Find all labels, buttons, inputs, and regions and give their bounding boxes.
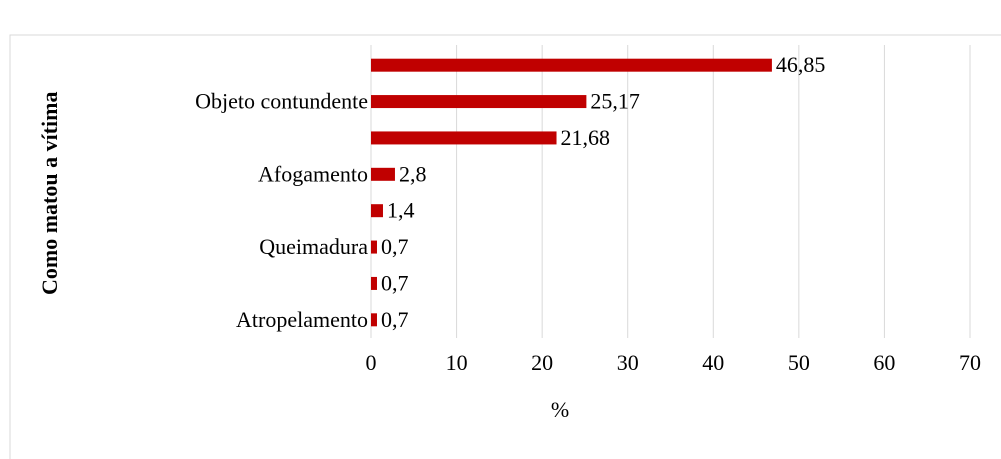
data-label: 21,68: [561, 125, 611, 150]
data-label: 25,17: [590, 89, 640, 114]
x-tick-label: 0: [366, 350, 377, 375]
bar: [371, 204, 383, 218]
x-axis-label: %: [551, 397, 569, 422]
y-tick-label: Atropelamento: [236, 307, 368, 332]
data-label: 0,7: [381, 307, 409, 332]
x-tick-label: 60: [873, 350, 895, 375]
x-tick-label: 30: [617, 350, 639, 375]
x-tick-label: 50: [788, 350, 810, 375]
data-label: 1,4: [387, 198, 415, 223]
x-tick-label: 70: [959, 350, 981, 375]
data-label: 0,7: [381, 270, 409, 295]
bar: [371, 313, 377, 327]
bar: [371, 276, 377, 290]
data-label: 0,7: [381, 234, 409, 259]
data-label: 2,8: [399, 161, 427, 186]
bar: [371, 131, 557, 145]
data-label: 46,85: [776, 52, 826, 77]
x-tick-label: 10: [446, 350, 468, 375]
y-tick-label: Afogamento: [258, 161, 368, 186]
y-tick-label: Objeto contundente: [195, 89, 368, 114]
x-tick-label: 40: [702, 350, 724, 375]
y-axis-label: Como matou a vítima: [37, 92, 62, 295]
bar: [371, 95, 587, 109]
y-tick-label: Queimadura: [259, 234, 368, 259]
bar: [371, 240, 377, 254]
bar: [371, 167, 395, 181]
bar: [371, 58, 772, 72]
x-tick-label: 20: [531, 350, 553, 375]
chart-frame: [9, 34, 1001, 459]
